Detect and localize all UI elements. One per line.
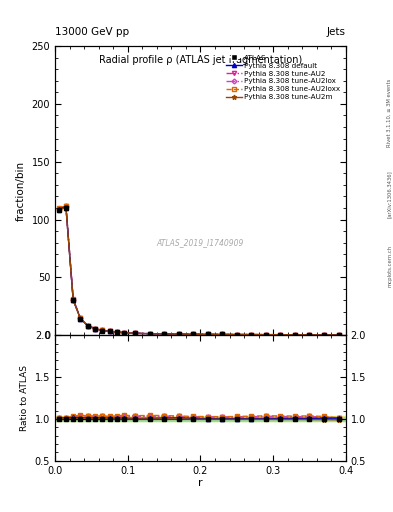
Text: Radial profile ρ (ATLAS jet fragmentation): Radial profile ρ (ATLAS jet fragmentatio… bbox=[99, 55, 302, 65]
Bar bbox=[55, 417, 346, 420]
Text: ATLAS_2019_I1740909: ATLAS_2019_I1740909 bbox=[157, 238, 244, 247]
Text: 13000 GeV pp: 13000 GeV pp bbox=[55, 27, 129, 37]
Text: mcplots.cern.ch: mcplots.cern.ch bbox=[387, 245, 392, 287]
Text: Rivet 3.1.10, ≥ 3M events: Rivet 3.1.10, ≥ 3M events bbox=[387, 78, 392, 147]
Legend: ATLAS, Pythia 8.308 default, Pythia 8.308 tune-AU2, Pythia 8.308 tune-AU2lox, Py: ATLAS, Pythia 8.308 default, Pythia 8.30… bbox=[224, 53, 342, 102]
Y-axis label: Ratio to ATLAS: Ratio to ATLAS bbox=[20, 365, 29, 431]
X-axis label: r: r bbox=[198, 478, 203, 488]
Bar bbox=[55, 416, 346, 421]
Text: Jets: Jets bbox=[327, 27, 346, 37]
Y-axis label: fraction/bin: fraction/bin bbox=[16, 161, 26, 221]
Text: [arXiv:1306.3436]: [arXiv:1306.3436] bbox=[387, 170, 392, 219]
